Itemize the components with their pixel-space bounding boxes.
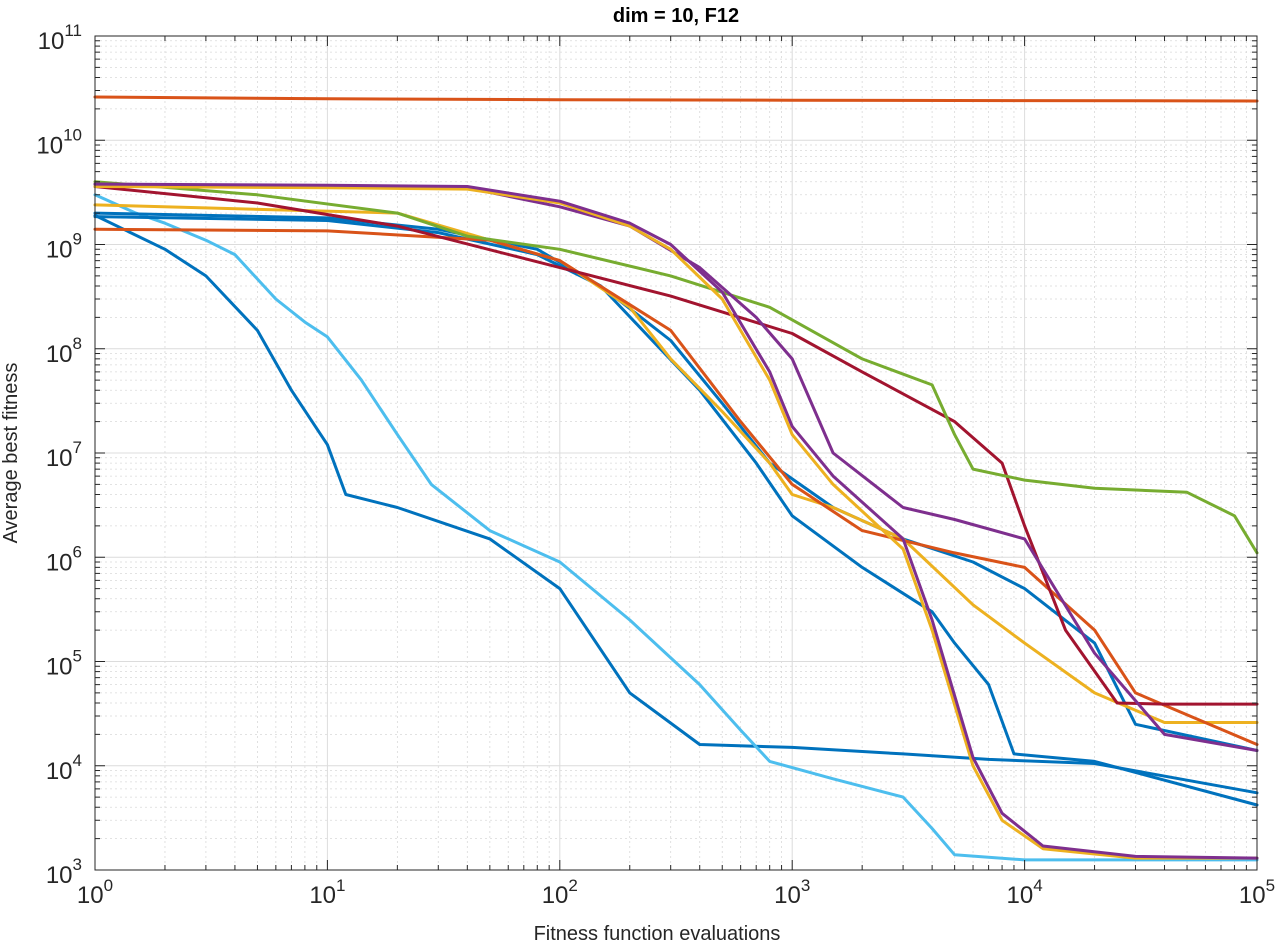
y-tick-exponent: 11 xyxy=(64,21,82,40)
x-tick-base: 10 xyxy=(774,882,801,909)
y-tick-exponent: 8 xyxy=(73,334,82,353)
y-tick-base: 10 xyxy=(46,758,73,785)
y-tick-label: 104 xyxy=(46,751,82,785)
series-layer xyxy=(93,95,1259,862)
y-tick-exponent: 6 xyxy=(73,542,82,561)
y-tick-exponent: 9 xyxy=(73,230,82,249)
x-tick-label: 105 xyxy=(1239,876,1275,909)
x-tick-base: 10 xyxy=(1007,882,1034,909)
y-tick-exponent: 3 xyxy=(73,855,82,874)
y-tick-base: 10 xyxy=(46,341,73,368)
x-tick-label: 103 xyxy=(774,876,810,909)
y-tick-label: 109 xyxy=(46,230,82,264)
x-tick-base: 10 xyxy=(1239,882,1266,909)
y-tick-exponent: 10 xyxy=(63,125,82,144)
y-tick-base: 10 xyxy=(46,549,73,576)
x-tick-base: 10 xyxy=(77,882,104,909)
series-line-series-9 xyxy=(93,180,1259,555)
x-tick-label: 102 xyxy=(542,876,578,909)
series-line-series-1 xyxy=(93,95,1259,103)
chart-title: dim = 10, F12 xyxy=(613,5,739,27)
y-tick-base: 10 xyxy=(46,237,73,264)
y-tick-base: 10 xyxy=(46,862,73,889)
y-tick-exponent: 7 xyxy=(73,438,82,457)
y-tick-base: 10 xyxy=(38,28,65,55)
y-tick-base: 10 xyxy=(36,132,63,159)
y-tick-label: 108 xyxy=(46,334,82,368)
series-line-series-3 xyxy=(93,193,1259,862)
y-tick-exponent: 4 xyxy=(73,751,82,770)
x-tick-exponent: 2 xyxy=(568,876,577,895)
ticks-layer: 100 101 102 103 104 1051031041051061071081091… xyxy=(36,21,1275,909)
x-tick-base: 10 xyxy=(309,882,336,909)
x-tick-exponent: 4 xyxy=(1033,876,1042,895)
y-tick-label: 1010 xyxy=(36,125,82,159)
series-line-series-11 xyxy=(93,185,1259,860)
y-tick-label: 1011 xyxy=(38,21,82,55)
y-tick-exponent: 5 xyxy=(73,647,82,666)
x-tick-base: 10 xyxy=(542,882,569,909)
y-axis-label: Average best fitness xyxy=(0,363,22,544)
x-axis-label: Fitness function evaluations xyxy=(534,923,781,945)
x-tick-exponent: 0 xyxy=(104,876,113,895)
x-tick-label: 100 xyxy=(77,876,113,909)
x-tick-exponent: 1 xyxy=(336,876,345,895)
y-tick-label: 106 xyxy=(46,542,82,576)
y-tick-label: 105 xyxy=(46,647,82,681)
series-line-series-8 xyxy=(93,185,1259,706)
x-tick-exponent: 5 xyxy=(1266,876,1275,895)
x-tick-label: 101 xyxy=(309,876,345,909)
series-line-series-2 xyxy=(93,213,1259,795)
x-tick-exponent: 3 xyxy=(801,876,810,895)
series-line-series-12 xyxy=(93,182,1259,860)
y-tick-base: 10 xyxy=(46,654,73,681)
x-tick-label: 104 xyxy=(1007,876,1043,909)
y-tick-label: 103 xyxy=(46,855,82,889)
y-tick-base: 10 xyxy=(46,445,73,472)
y-tick-label: 107 xyxy=(46,438,82,472)
